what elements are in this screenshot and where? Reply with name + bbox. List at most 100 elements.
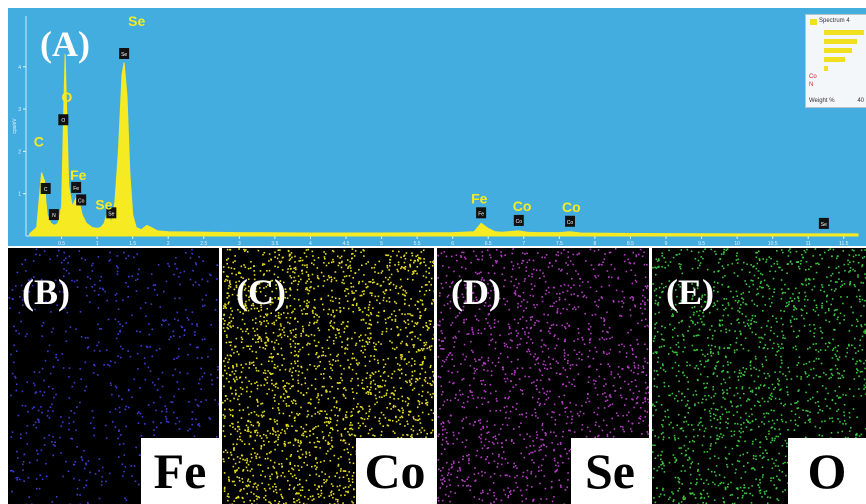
map-dot	[687, 381, 689, 383]
map-dot	[340, 456, 342, 458]
map-dot	[484, 292, 487, 294]
map-dot	[346, 325, 349, 328]
map-dot	[278, 409, 280, 411]
map-dot	[469, 489, 471, 491]
map-dot	[348, 275, 351, 277]
map-dot	[422, 249, 425, 251]
map-dot	[399, 328, 402, 331]
map-dot	[176, 381, 179, 383]
map-dot	[776, 335, 779, 338]
map-dot	[740, 423, 742, 426]
map-dot	[84, 389, 86, 392]
map-dot	[264, 489, 267, 492]
map-dot	[283, 331, 285, 334]
map-dot	[324, 410, 326, 413]
map-dot	[627, 365, 629, 368]
map-dot	[353, 496, 355, 498]
map-dot	[706, 353, 709, 355]
map-dot	[576, 412, 579, 415]
map-dot	[37, 418, 39, 421]
map-dot	[401, 355, 403, 358]
map-dot	[531, 451, 534, 454]
map-dot	[86, 501, 89, 504]
map-dot	[483, 362, 485, 365]
map-dot	[530, 472, 532, 475]
map-dot	[635, 385, 638, 388]
map-dot	[21, 404, 24, 407]
map-dot	[33, 371, 36, 373]
map-dot	[629, 344, 632, 347]
map-dot	[249, 267, 252, 269]
map-dot	[814, 248, 817, 250]
line-marker-box	[818, 217, 829, 229]
map-dot	[198, 423, 200, 425]
map-dot	[771, 439, 774, 441]
map-dot	[370, 392, 372, 394]
map-dot	[672, 500, 675, 502]
map-dot	[617, 276, 620, 279]
map-dot	[576, 353, 578, 356]
map-dot	[243, 305, 246, 308]
map-dot	[372, 434, 374, 436]
map-dot	[448, 381, 451, 383]
map-dot	[441, 443, 443, 446]
map-dot	[506, 424, 509, 426]
inset-bar	[824, 30, 864, 35]
map-dot	[401, 411, 404, 414]
map-dot	[325, 391, 328, 393]
map-dot	[751, 494, 754, 497]
map-dot	[767, 372, 769, 375]
map-dot	[119, 345, 122, 348]
map-dot	[319, 461, 322, 463]
map-dot	[106, 299, 108, 302]
map-dot	[494, 347, 497, 350]
map-dot	[750, 428, 753, 431]
map-dot	[836, 350, 839, 352]
map-dot	[411, 389, 414, 391]
map-dot	[594, 436, 596, 439]
map-dot	[494, 435, 497, 437]
map-dot	[721, 436, 724, 439]
map-dot	[572, 263, 574, 266]
map-dot	[800, 283, 803, 285]
map-dot	[602, 330, 604, 333]
map-dot	[625, 352, 628, 354]
map-dot	[717, 457, 720, 459]
map-dot	[553, 431, 555, 434]
map-dot	[248, 363, 251, 365]
map-dot	[530, 283, 533, 285]
map-dot	[343, 275, 346, 278]
map-dot	[259, 301, 262, 304]
map-dot	[358, 336, 361, 338]
map-dot	[784, 337, 786, 340]
map-dot	[449, 307, 452, 310]
map-dot	[403, 294, 406, 296]
map-dot	[281, 269, 284, 271]
map-dot	[365, 412, 368, 415]
map-dot	[555, 360, 558, 363]
map-dot	[404, 425, 406, 427]
inset-legend-swatch	[810, 19, 817, 25]
map-dot	[40, 292, 43, 294]
map-dot	[761, 466, 764, 468]
map-dot	[297, 350, 300, 353]
map-dot	[582, 412, 585, 415]
map-dot	[232, 365, 234, 367]
map-dot	[139, 331, 141, 333]
map-dot	[234, 255, 236, 257]
map-dot	[442, 404, 444, 406]
map-dot	[534, 412, 537, 414]
map-dot	[402, 289, 405, 291]
map-dot	[275, 471, 278, 473]
map-dot	[648, 401, 649, 404]
map-dot	[606, 399, 609, 401]
map-dot	[662, 364, 664, 367]
map-dot	[128, 275, 130, 278]
map-dot	[402, 434, 404, 436]
map-dot	[433, 260, 434, 262]
map-dot	[343, 439, 346, 442]
map-dot	[86, 347, 89, 349]
map-dot	[267, 340, 270, 342]
map-dot	[297, 382, 300, 384]
map-dot	[341, 341, 343, 343]
